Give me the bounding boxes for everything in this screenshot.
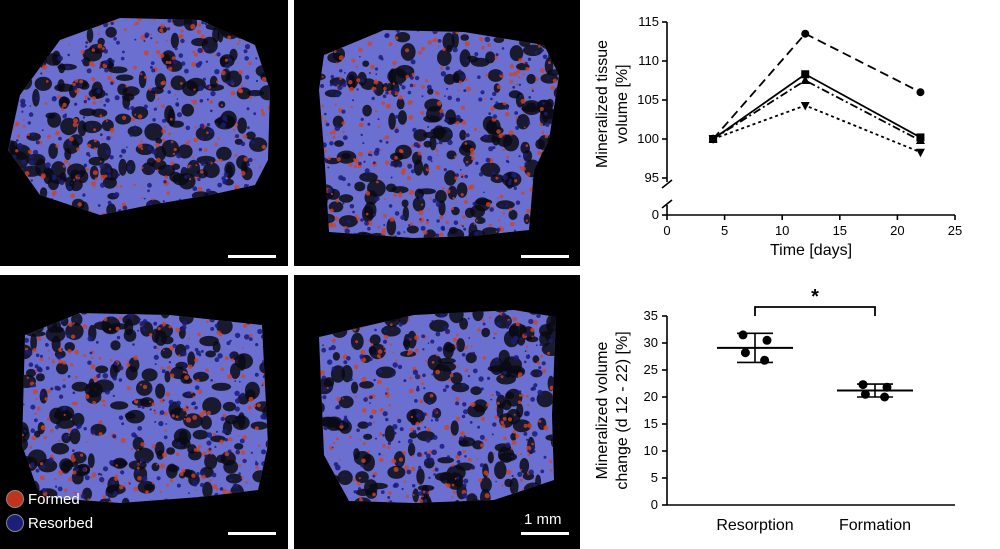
bone-scan-image [319, 310, 556, 503]
x-tick-label: 10 [775, 223, 789, 238]
data-point [762, 335, 772, 345]
x-tick-label: 25 [948, 223, 962, 238]
significance-bracket [754, 306, 876, 316]
category-label: Resorption [716, 517, 793, 534]
x-tick-label: 5 [721, 223, 728, 238]
y-tick-label: 20 [644, 389, 658, 404]
x-tick-label: 0 [663, 223, 670, 238]
data-point [708, 135, 718, 144]
y-tick-label: 105 [637, 92, 659, 107]
microct-panel-4: 1 mm [294, 275, 580, 549]
bone-scan-image [319, 30, 559, 238]
y-tick-label: 25 [644, 362, 658, 377]
x-axis-label: Time [days] [770, 242, 852, 259]
y-axis-label: change (d 12 - 22) [%] [614, 331, 631, 489]
volume-change-dot-chart: 0 5 10 15 20 25 30 35 Resorption Formation Mineral… [594, 286, 955, 534]
y-tick-label: 15 [644, 416, 658, 431]
x-tick-label: 15 [833, 223, 847, 238]
legend-formed: Formed [6, 487, 93, 511]
y-tick-label: 30 [644, 335, 658, 350]
data-point [801, 70, 810, 79]
y-tick-label: 115 [638, 14, 659, 29]
color-legend: Formed Resorbed [6, 487, 93, 535]
significance-star: * [811, 286, 819, 308]
scale-bar [228, 532, 276, 535]
scale-bar-label: 1 mm [524, 511, 562, 528]
legend-resorbed: Resorbed [6, 511, 93, 535]
data-point [800, 75, 810, 84]
microct-panel-1 [0, 0, 288, 266]
data-point [915, 148, 925, 158]
y-axis-label: Mineralized tissue [594, 40, 611, 168]
y-tick-label: 35 [644, 308, 658, 323]
y-tick-label: 95 [645, 170, 659, 185]
data-point [858, 380, 868, 390]
y-axis-break-mark [661, 199, 673, 209]
microct-panel-3: Formed Resorbed [0, 275, 288, 549]
data-point [915, 135, 925, 145]
tissue-volume-line-chart: 0 5 10 15 20 25 0 95 100 105 110 115 Time [days] Mine… [594, 14, 962, 259]
series-line [712, 79, 921, 142]
x-tick-label: 20 [890, 223, 904, 238]
series-line [712, 104, 921, 154]
data-point [760, 355, 770, 365]
data-point [880, 392, 890, 402]
data-point [860, 389, 870, 399]
y-axis-label: volume [%] [614, 64, 631, 143]
resorbed-swatch-icon [6, 514, 24, 532]
legend-resorbed-label: Resorbed [28, 514, 94, 532]
data-point [800, 101, 810, 111]
series-line [712, 32, 921, 140]
y-tick-label: 110 [638, 53, 659, 68]
data-point [916, 88, 925, 97]
y-tick-label: 0 [651, 497, 658, 512]
formed-swatch-icon [6, 490, 24, 508]
category-label: Formation [839, 517, 911, 534]
scale-bar [521, 532, 569, 535]
scale-bar [521, 255, 569, 258]
data-point [740, 348, 750, 358]
scale-bar [228, 255, 276, 258]
data-point [801, 29, 810, 38]
y-tick-label: 100 [637, 131, 659, 146]
data-point [882, 382, 892, 392]
series-line [712, 73, 921, 140]
bone-scan-image [8, 18, 270, 215]
data-point [738, 330, 748, 340]
y-axis-break-mark [661, 179, 673, 189]
y-tick-label: 5 [651, 470, 658, 485]
legend-formed-label: Formed [28, 490, 80, 508]
microct-panel-2 [294, 0, 580, 266]
y-tick-label: 0 [652, 207, 659, 222]
y-axis-label: Mineralized volume [594, 341, 611, 479]
bone-scan-image [22, 313, 268, 503]
y-tick-label: 10 [644, 443, 658, 458]
